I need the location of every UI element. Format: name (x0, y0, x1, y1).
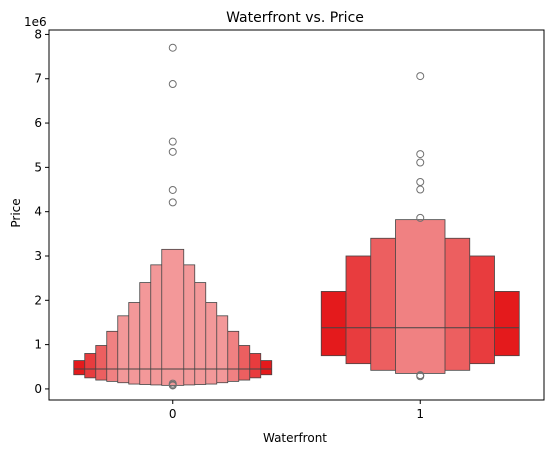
plot-area (73, 43, 520, 390)
outlier-point (416, 213, 425, 222)
y-offset-label: 1e6 (24, 15, 47, 29)
chart-title: Waterfront vs. Price (226, 10, 364, 26)
y-axis-label: Price (9, 198, 23, 227)
outlier-point (168, 198, 177, 207)
boxen-group-1 (320, 72, 520, 381)
boxen-group-0 (73, 43, 273, 390)
y-tick-label: 5 (34, 160, 42, 174)
outlier-point (168, 80, 177, 89)
outlier-point (416, 372, 425, 381)
outlier-point (168, 43, 177, 52)
outlier-point (416, 177, 425, 186)
y-tick-label: 4 (34, 205, 42, 219)
outlier-point (416, 158, 425, 167)
outlier-point (416, 72, 425, 81)
y-tick-label: 7 (34, 72, 42, 86)
outlier-point (416, 150, 425, 159)
x-tick-label: 0 (169, 407, 177, 421)
outlier-point (168, 147, 177, 156)
outlier-point (168, 381, 177, 390)
outlier-point (168, 137, 177, 146)
y-tick-label: 0 (34, 382, 42, 396)
boxen-level (161, 248, 185, 386)
outlier-point (168, 185, 177, 194)
y-tick-label: 8 (34, 27, 42, 41)
y-tick-label: 6 (34, 116, 42, 130)
axes-frame (48, 29, 545, 401)
x-tick-label: 1 (416, 407, 424, 421)
y-axis: 0 1 2 3 4 5 6 7 8 (34, 27, 49, 396)
boxen-level (395, 219, 446, 374)
outlier-point (416, 185, 425, 194)
y-tick-label: 3 (34, 249, 42, 263)
y-tick-label: 2 (34, 293, 42, 307)
x-axis-label: Waterfront (263, 431, 327, 445)
y-tick-label: 1 (34, 338, 42, 352)
